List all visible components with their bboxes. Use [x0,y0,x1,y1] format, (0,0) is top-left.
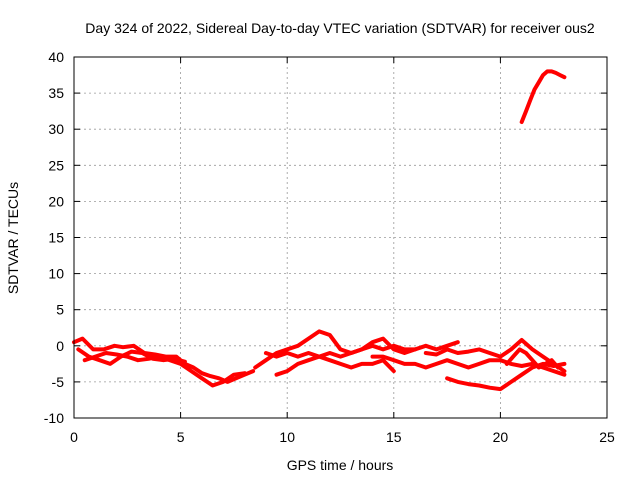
y-tick-label: 35 [48,85,64,101]
y-tick-label: 20 [48,193,64,209]
series-line-6 [274,343,418,377]
x-tick-label: 20 [493,429,509,445]
y-axis-label: SDTVAR / TECUs [5,182,21,294]
plot-series [72,69,567,392]
series-line-11 [519,69,567,124]
y-tick-label: 25 [48,157,64,173]
y-tick-label: 30 [48,121,64,137]
series-line-3 [76,347,187,366]
axis-ticks: 0 5 10 15 20 25 -10 -5 0 5 10 15 20 25 30 35 40 [44,49,615,445]
series-line-7 [370,354,567,377]
grid [74,57,607,418]
series-line-10 [504,347,560,370]
series-line-5 [263,351,396,374]
x-axis-label: GPS time / hours [287,457,394,473]
x-tick-label: 10 [279,429,295,445]
y-tick-label: 0 [56,338,64,354]
y-tick-label: 40 [48,49,64,65]
x-tick-label: 0 [70,429,78,445]
x-tick-label: 15 [386,429,402,445]
chart-title: Day 324 of 2022, Sidereal Day-to-day VTE… [85,20,595,36]
y-tick-label: -10 [44,410,64,426]
x-tick-label: 25 [599,429,615,445]
y-tick-label: 5 [56,302,64,318]
y-tick-label: 15 [48,230,64,246]
y-tick-label: 10 [48,266,64,282]
y-tick-label: -5 [52,374,65,390]
x-tick-label: 5 [177,429,185,445]
series-line-8 [423,338,567,374]
